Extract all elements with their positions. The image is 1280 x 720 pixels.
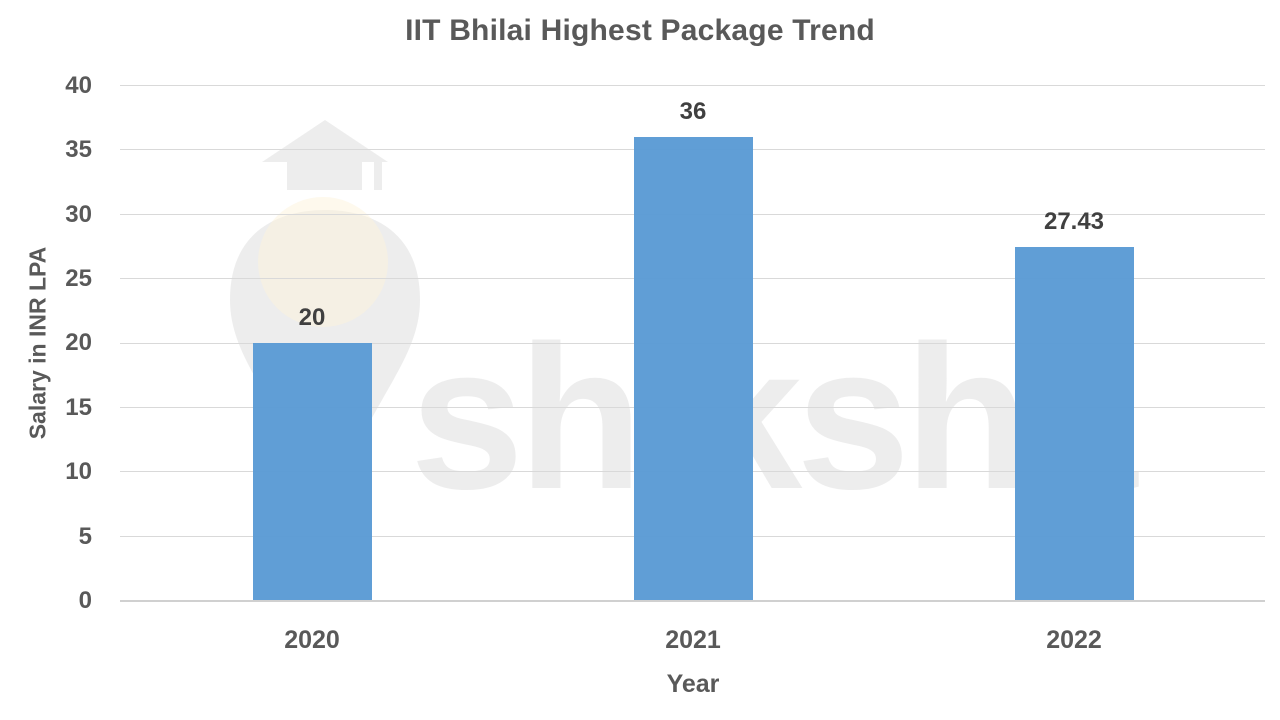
bar-2021	[634, 136, 753, 600]
data-label-2022: 27.43	[1043, 208, 1105, 235]
x-axis-line	[120, 600, 1265, 602]
x-tick-2022: 2022	[1046, 626, 1102, 654]
chart-title: IIT Bhilai Highest Package Trend	[405, 14, 875, 47]
y-tick-25: 25	[65, 265, 92, 292]
y-tick-0: 0	[78, 587, 92, 614]
x-tick-2021: 2021	[665, 626, 721, 654]
y-tick-5: 5	[78, 523, 92, 550]
data-label-2021: 36	[679, 98, 707, 125]
y-tick-35: 35	[65, 136, 92, 163]
bar-2020	[253, 342, 372, 600]
data-label-2020: 20	[298, 304, 326, 331]
y-tick-30: 30	[65, 201, 92, 228]
x-axis-label: Year	[666, 670, 720, 698]
gridline	[120, 85, 1265, 86]
y-tick-15: 15	[65, 394, 92, 421]
bar-2022	[1015, 246, 1134, 600]
x-tick-2020: 2020	[284, 626, 340, 654]
y-tick-10: 10	[65, 458, 92, 485]
y-tick-40: 40	[65, 72, 92, 99]
y-tick-20: 20	[65, 329, 92, 356]
